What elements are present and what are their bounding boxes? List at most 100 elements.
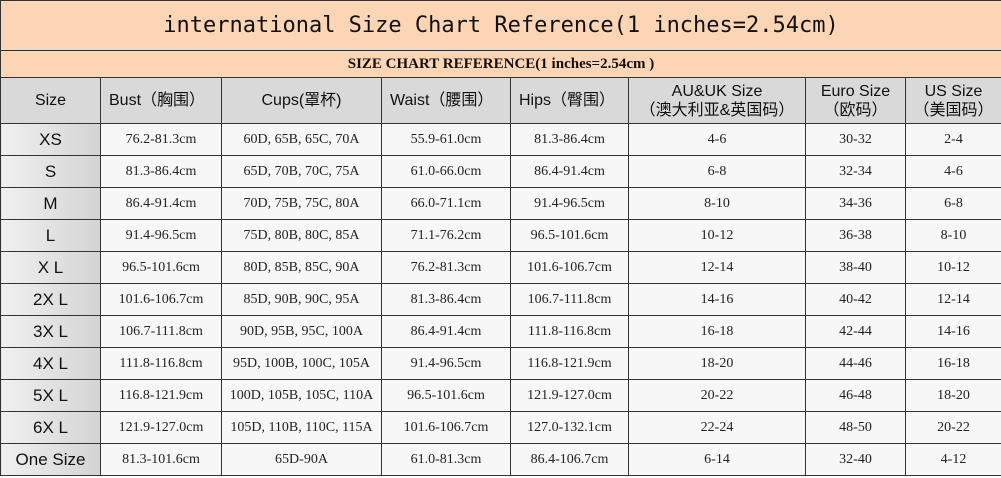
cell-waist: 55.9-61.0cm (381, 123, 511, 156)
header-au-uk-size: AU&UK Size （澳大利亚&英国码） (628, 77, 806, 124)
cell-hips: 121.9-127.0cm (510, 379, 629, 412)
cell-bust: 91.4-96.5cm (100, 219, 222, 252)
cell-waist: 91.4-96.5cm (381, 347, 511, 380)
cell-euro-size: 48-50 (805, 411, 906, 444)
header-sublabel: （欧码） (823, 101, 888, 119)
cell-size: L (0, 219, 101, 252)
cell-us-size: 2-4 (904, 123, 1001, 156)
cell-size: One Size (0, 443, 101, 476)
header-sublabel: （澳大利亚&英国码） (639, 101, 795, 119)
cell-us-size: 10-12 (904, 251, 1001, 284)
chart-title: international Size Chart Reference(1 inc… (0, 0, 1001, 51)
header-label: Bust（胸围） (109, 92, 206, 109)
cell-size: XS (0, 123, 101, 156)
header-euro-size: Euro Size （欧码） (805, 77, 906, 124)
cell-euro-size: 34-36 (805, 187, 906, 220)
cell-hips: 86.4-106.7cm (510, 443, 629, 476)
table-row: One Size 81.3-101.6cm 65D-90A 61.0-81.3cm 86… (0, 443, 1001, 476)
cell-hips: 91.4-96.5cm (510, 187, 629, 220)
header-label: Cups(罩杯) (261, 92, 342, 109)
cell-size: 2X L (0, 283, 101, 316)
table-row: 5X L 116.8-121.9cm 100D, 105B, 105C, 110A 9… (0, 379, 1001, 412)
cell-bust: 116.8-121.9cm (100, 379, 222, 412)
cell-hips: 86.4-91.4cm (510, 155, 629, 188)
cell-waist: 96.5-101.6cm (381, 379, 511, 412)
table-row: M 86.4-91.4cm 70D, 75B, 75C, 80A 66.0-71.1c… (0, 187, 1001, 220)
cell-waist: 81.3-86.4cm (381, 283, 511, 316)
cell-us-size: 18-20 (904, 379, 1001, 412)
cell-hips: 127.0-132.1cm (510, 411, 629, 444)
cell-euro-size: 36-38 (805, 219, 906, 252)
cell-cups: 70D, 75B, 75C, 80A (221, 187, 382, 220)
cell-cups: 65D-90A (221, 443, 382, 476)
cell-au-uk-size: 18-20 (628, 347, 806, 380)
cell-au-uk-size: 12-14 (628, 251, 806, 284)
header-cups: Cups(罩杯) (221, 77, 382, 124)
cell-waist: 71.1-76.2cm (381, 219, 511, 252)
cell-cups: 90D, 95B, 95C, 100A (221, 315, 382, 348)
header-waist: Waist（腰围） (381, 77, 511, 124)
header-label: Euro Size (820, 82, 891, 100)
table-row: XS 76.2-81.3cm 60D, 65B, 65C, 70A 55.9-61.0… (0, 123, 1001, 156)
cell-bust: 76.2-81.3cm (100, 123, 222, 156)
cell-cups: 75D, 80B, 80C, 85A (221, 219, 382, 252)
header-label: AU&UK Size (671, 82, 763, 100)
header-bust: Bust（胸围） (100, 77, 222, 124)
cell-euro-size: 30-32 (805, 123, 906, 156)
cell-au-uk-size: 10-12 (628, 219, 806, 252)
header-size: Size (0, 77, 101, 124)
cell-size: S (0, 155, 101, 188)
cell-euro-size: 42-44 (805, 315, 906, 348)
cell-bust: 111.8-116.8cm (100, 347, 222, 380)
table-row: L 91.4-96.5cm 75D, 80B, 80C, 85A 71.1-76.2c… (0, 219, 1001, 252)
cell-us-size: 8-10 (904, 219, 1001, 252)
cell-cups: 85D, 90B, 90C, 95A (221, 283, 382, 316)
cell-bust: 106.7-111.8cm (100, 315, 222, 348)
cell-waist: 61.0-66.0cm (381, 155, 511, 188)
cell-size: 5X L (0, 379, 101, 412)
cell-cups: 100D, 105B, 105C, 110A (221, 379, 382, 412)
cell-cups: 80D, 85B, 85C, 90A (221, 251, 382, 284)
cell-us-size: 4-6 (904, 155, 1001, 188)
cell-us-size: 16-18 (904, 347, 1001, 380)
cell-bust: 121.9-127.0cm (100, 411, 222, 444)
cell-waist: 101.6-106.7cm (381, 411, 511, 444)
header-label: Size (34, 92, 67, 109)
cell-hips: 106.7-111.8cm (510, 283, 629, 316)
cell-au-uk-size: 16-18 (628, 315, 806, 348)
cell-bust: 101.6-106.7cm (100, 283, 222, 316)
header-row: Size Bust（胸围） Cups(罩杯) Waist（腰围） Hips（臀围） AU&… (0, 77, 1001, 124)
cell-au-uk-size: 20-22 (628, 379, 806, 412)
table-row: S 81.3-86.4cm 65D, 70B, 70C, 75A 61.0-66.0c… (0, 155, 1001, 188)
header-sublabel: （美国码） (913, 101, 994, 119)
cell-cups: 95D, 100B, 100C, 105A (221, 347, 382, 380)
cell-euro-size: 38-40 (805, 251, 906, 284)
table-row: 3X L 106.7-111.8cm 90D, 95B, 95C, 100A 86.4… (0, 315, 1001, 348)
cell-cups: 105D, 110B, 110C, 115A (221, 411, 382, 444)
cell-bust: 96.5-101.6cm (100, 251, 222, 284)
table-row: 6X L 121.9-127.0cm 105D, 110B, 110C, 115A 1… (0, 411, 1001, 444)
header-hips: Hips（臀围） (510, 77, 629, 124)
cell-us-size: 14-16 (904, 315, 1001, 348)
cell-hips: 101.6-106.7cm (510, 251, 629, 284)
header-label: Waist（腰围） (390, 92, 494, 109)
cell-euro-size: 32-34 (805, 155, 906, 188)
cell-bust: 86.4-91.4cm (100, 187, 222, 220)
table-row: X L 96.5-101.6cm 80D, 85B, 85C, 90A 76.2-81… (0, 251, 1001, 284)
cell-size: 3X L (0, 315, 101, 348)
cell-waist: 61.0-81.3cm (381, 443, 511, 476)
cell-bust: 81.3-101.6cm (100, 443, 222, 476)
cell-cups: 65D, 70B, 70C, 75A (221, 155, 382, 188)
cell-euro-size: 44-46 (805, 347, 906, 380)
cell-size: 4X L (0, 347, 101, 380)
cell-us-size: 6-8 (904, 187, 1001, 220)
cell-size: M (0, 187, 101, 220)
cell-waist: 86.4-91.4cm (381, 315, 511, 348)
cell-au-uk-size: 4-6 (628, 123, 806, 156)
cell-au-uk-size: 22-24 (628, 411, 806, 444)
header-label: Hips（臀围） (519, 92, 616, 109)
cell-us-size: 12-14 (904, 283, 1001, 316)
cell-hips: 116.8-121.9cm (510, 347, 629, 380)
cell-waist: 66.0-71.1cm (381, 187, 511, 220)
